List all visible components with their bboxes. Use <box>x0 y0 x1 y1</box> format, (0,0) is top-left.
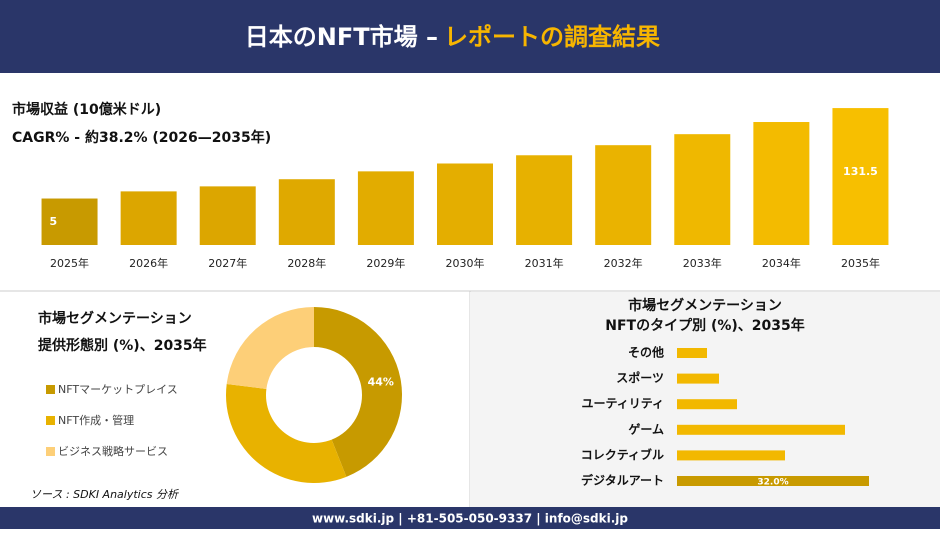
bar <box>677 348 707 358</box>
bar <box>120 191 177 245</box>
bar <box>832 108 889 245</box>
pie-subtitle: 提供形態別 (%)、2035年 <box>38 337 207 354</box>
y-tick-label: ゲーム <box>628 421 664 436</box>
data-label: 5 <box>50 215 58 228</box>
bar <box>437 163 493 245</box>
bar-subtitle: CAGR% - 約38.2% (2026—2035年) <box>12 129 271 146</box>
header-title-accent: レポートの調査結果 <box>444 23 660 51</box>
bar <box>357 171 414 245</box>
legend-swatch <box>46 385 55 394</box>
x-tick-label: 2034年 <box>762 256 801 270</box>
y-tick-label: デジタルアート <box>581 473 664 488</box>
pie-title: 市場セグメンテーション <box>38 310 192 327</box>
x-tick-label: 2026年 <box>129 256 168 270</box>
y-tick-label: ユーティリティ <box>581 397 664 411</box>
bar <box>753 122 810 245</box>
x-tick-label: 2025年 <box>50 256 89 270</box>
x-tick-label: 2035年 <box>841 256 880 270</box>
footer-bar <box>0 507 940 529</box>
x-tick-label: 2027年 <box>208 256 247 270</box>
pie-slice <box>226 307 314 389</box>
legend-label: NFTマーケットプレイス <box>58 383 178 396</box>
bar <box>677 450 785 461</box>
footer: www.sdki.jp | +81-505-050-9337 | info@sd… <box>312 512 628 526</box>
legend-label: ビジネス戦略サービス <box>58 444 168 458</box>
bar <box>41 198 98 245</box>
data-label: 32.0% <box>757 478 788 488</box>
x-tick-label: 2032年 <box>604 256 643 270</box>
bar <box>199 186 256 245</box>
source: ソース : SDKI Analytics 分析 <box>30 488 180 501</box>
y-tick-label: コレクティブル <box>581 447 664 462</box>
bar <box>516 155 573 245</box>
header-title: 日本のNFT市場 – <box>245 23 438 51</box>
pie-slice <box>226 383 347 483</box>
x-tick-label: 2030年 <box>446 256 485 270</box>
bar <box>674 134 731 245</box>
x-tick-label: 2028年 <box>287 256 326 270</box>
legend-swatch <box>46 447 55 456</box>
bar <box>677 373 719 384</box>
x-tick-label: 2029年 <box>366 256 405 270</box>
bar <box>677 476 869 486</box>
bar <box>677 424 845 435</box>
bar <box>278 179 335 245</box>
x-tick-label: 2033年 <box>683 256 722 270</box>
y-tick-label: スポーツ <box>616 370 664 385</box>
data-label: 44% <box>368 375 394 388</box>
hbar-subtitle: NFTのタイプ別 (%)、2035年 <box>605 317 805 334</box>
x-tick-label: 2031年 <box>525 256 564 270</box>
pie-slice <box>314 307 403 477</box>
data-label: 131.5 <box>843 165 878 178</box>
legend-label: NFT作成・管理 <box>58 413 134 427</box>
y-tick-label: その他 <box>628 345 664 360</box>
header-bar <box>0 0 940 73</box>
bar-title: 市場収益 (10億米ドル) <box>12 101 161 118</box>
legend-swatch <box>46 416 55 425</box>
bar <box>595 145 652 245</box>
bar <box>677 399 737 410</box>
hbar-title: 市場セグメンテーション <box>628 297 782 314</box>
